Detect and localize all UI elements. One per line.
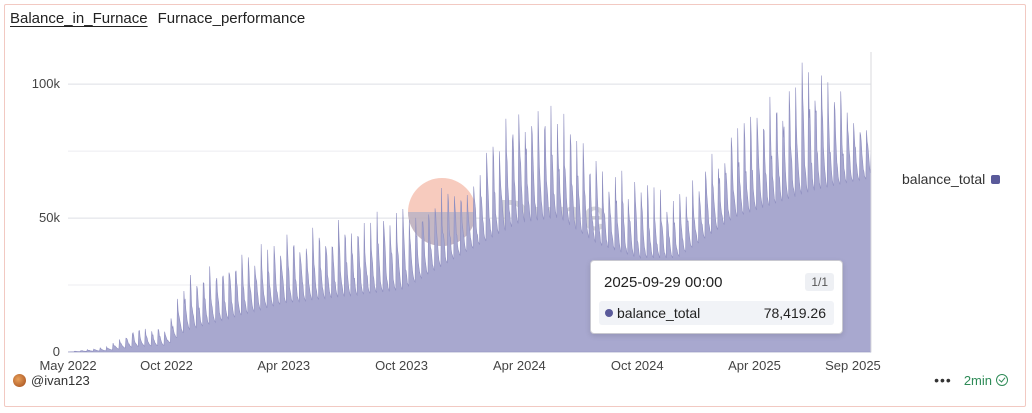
tooltip-date: 2025-09-29 00:00 xyxy=(604,274,723,291)
author[interactable]: @ivan123 xyxy=(13,373,90,388)
x-tick-label-7: Sep 2025 xyxy=(825,358,881,373)
x-tick-label-2: Apr 2023 xyxy=(257,358,310,373)
y-tick-label-2: 100k xyxy=(32,76,61,91)
x-tick-label-0: May 2022 xyxy=(39,358,96,373)
series-dot-icon xyxy=(605,309,613,317)
avatar-icon xyxy=(13,374,26,387)
footer-actions: ••• 2min xyxy=(934,372,1008,388)
refresh-age: 2min xyxy=(963,372,992,388)
x-tick-label-6: Apr 2025 xyxy=(728,358,781,373)
refresh-status[interactable]: 2min xyxy=(964,373,1008,388)
tab-balance-in-furnace[interactable]: Balance_in_Furnace xyxy=(10,10,148,27)
more-options-button[interactable]: ••• xyxy=(934,372,952,388)
chart-tabs: Balance_in_Furnace Furnace_performance xyxy=(10,10,305,27)
tab-furnace-performance[interactable]: Furnace_performance xyxy=(157,10,306,27)
legend[interactable]: balance_total xyxy=(902,171,1001,187)
y-axis: 0 50k 100k xyxy=(32,76,61,359)
y-tick-label-0: 0 xyxy=(53,344,60,359)
x-tick-label-1: Oct 2022 xyxy=(140,358,193,373)
x-axis: May 2022 Oct 2022 Apr 2023 Oct 2023 Apr 2024… xyxy=(39,358,880,373)
tooltip-row: balance_total 78,419.26 xyxy=(599,301,834,325)
check-circle-icon xyxy=(996,374,1008,386)
tooltip-series-name: balance_total xyxy=(617,305,701,321)
tooltip-value: 78,419.26 xyxy=(763,305,826,321)
legend-swatch xyxy=(991,174,1001,184)
x-tick-label-5: Oct 2024 xyxy=(611,358,664,373)
legend-label: balance_total xyxy=(902,171,986,187)
x-tick-label-4: Apr 2024 xyxy=(493,358,546,373)
author-handle: @ivan123 xyxy=(31,373,90,388)
x-tick-label-3: Oct 2023 xyxy=(375,358,428,373)
tooltip: 2025-09-29 00:00 1/1 balance_total 78,41… xyxy=(590,260,843,334)
tooltip-page: 1/1 xyxy=(805,273,834,291)
y-tick-label-1: 50k xyxy=(39,210,60,225)
